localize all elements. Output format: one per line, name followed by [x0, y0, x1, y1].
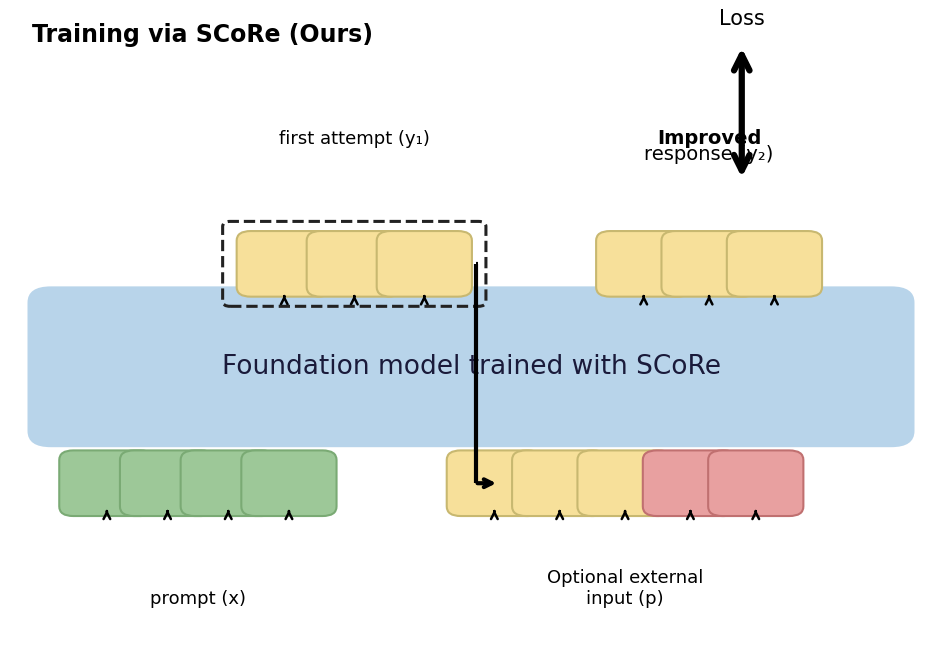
FancyBboxPatch shape — [727, 231, 822, 297]
FancyBboxPatch shape — [241, 451, 336, 516]
FancyBboxPatch shape — [120, 451, 215, 516]
Text: prompt (x): prompt (x) — [150, 590, 246, 608]
FancyBboxPatch shape — [27, 286, 915, 447]
Text: Training via SCoRe (Ours): Training via SCoRe (Ours) — [32, 23, 373, 46]
FancyBboxPatch shape — [236, 231, 332, 297]
Text: Improved: Improved — [657, 129, 761, 148]
Text: first attempt (y₁): first attempt (y₁) — [279, 130, 430, 148]
Text: Optional external
input (p): Optional external input (p) — [547, 569, 704, 608]
FancyBboxPatch shape — [377, 231, 472, 297]
FancyBboxPatch shape — [447, 451, 542, 516]
FancyBboxPatch shape — [577, 451, 673, 516]
FancyBboxPatch shape — [661, 231, 756, 297]
Text: Loss: Loss — [719, 9, 765, 29]
FancyBboxPatch shape — [512, 451, 608, 516]
FancyBboxPatch shape — [307, 231, 402, 297]
FancyBboxPatch shape — [708, 451, 804, 516]
FancyBboxPatch shape — [642, 451, 738, 516]
FancyBboxPatch shape — [59, 451, 154, 516]
FancyBboxPatch shape — [181, 451, 276, 516]
FancyBboxPatch shape — [596, 231, 691, 297]
Text: Foundation model trained with SCoRe: Foundation model trained with SCoRe — [221, 354, 721, 380]
Text: response (y₂): response (y₂) — [644, 145, 773, 164]
